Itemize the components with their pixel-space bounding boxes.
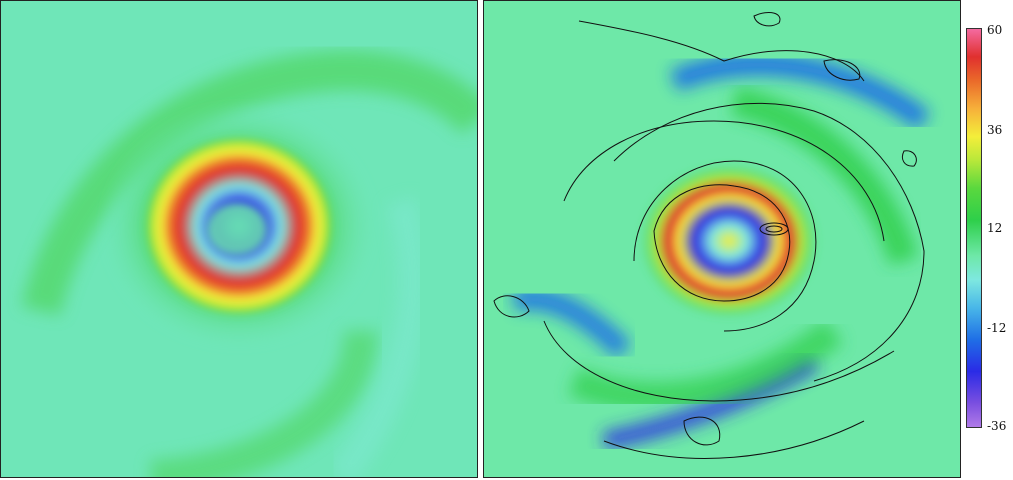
negative-band xyxy=(511,288,632,359)
contour-line xyxy=(901,150,917,167)
contour-line xyxy=(633,160,817,332)
left-heatmap xyxy=(1,1,477,477)
contour-line xyxy=(613,102,925,382)
contour-line xyxy=(563,120,885,242)
contour-line xyxy=(493,295,530,318)
eye xyxy=(207,203,267,255)
contour-line xyxy=(543,320,895,402)
right-heatmap xyxy=(484,1,960,477)
spiral-band xyxy=(21,50,477,316)
colorbar xyxy=(966,28,982,428)
contour-line xyxy=(753,12,781,27)
contour-line xyxy=(823,59,861,81)
right-heatmap-panel xyxy=(483,0,961,478)
contour-line xyxy=(765,225,783,233)
core-anomaly xyxy=(639,163,819,319)
contour-line xyxy=(683,416,721,446)
colorbar-tick-label: 60 xyxy=(987,23,1003,37)
left-heatmap-panel xyxy=(0,0,478,478)
contour-line xyxy=(603,420,865,459)
spiral-band xyxy=(329,196,428,477)
colorbar-tick-label: 36 xyxy=(987,123,1003,137)
colorbar-tick-label: 12 xyxy=(987,221,1003,235)
colorbar-tick-label: -12 xyxy=(987,321,1007,335)
spiral-band xyxy=(149,330,378,477)
contour-line xyxy=(759,222,789,236)
colorbar-tick-label: -36 xyxy=(987,419,1007,433)
positive-band xyxy=(568,319,844,412)
contour-lines xyxy=(493,12,925,459)
contour-line xyxy=(653,184,791,302)
negative-band xyxy=(669,53,931,130)
positive-band xyxy=(730,86,919,266)
